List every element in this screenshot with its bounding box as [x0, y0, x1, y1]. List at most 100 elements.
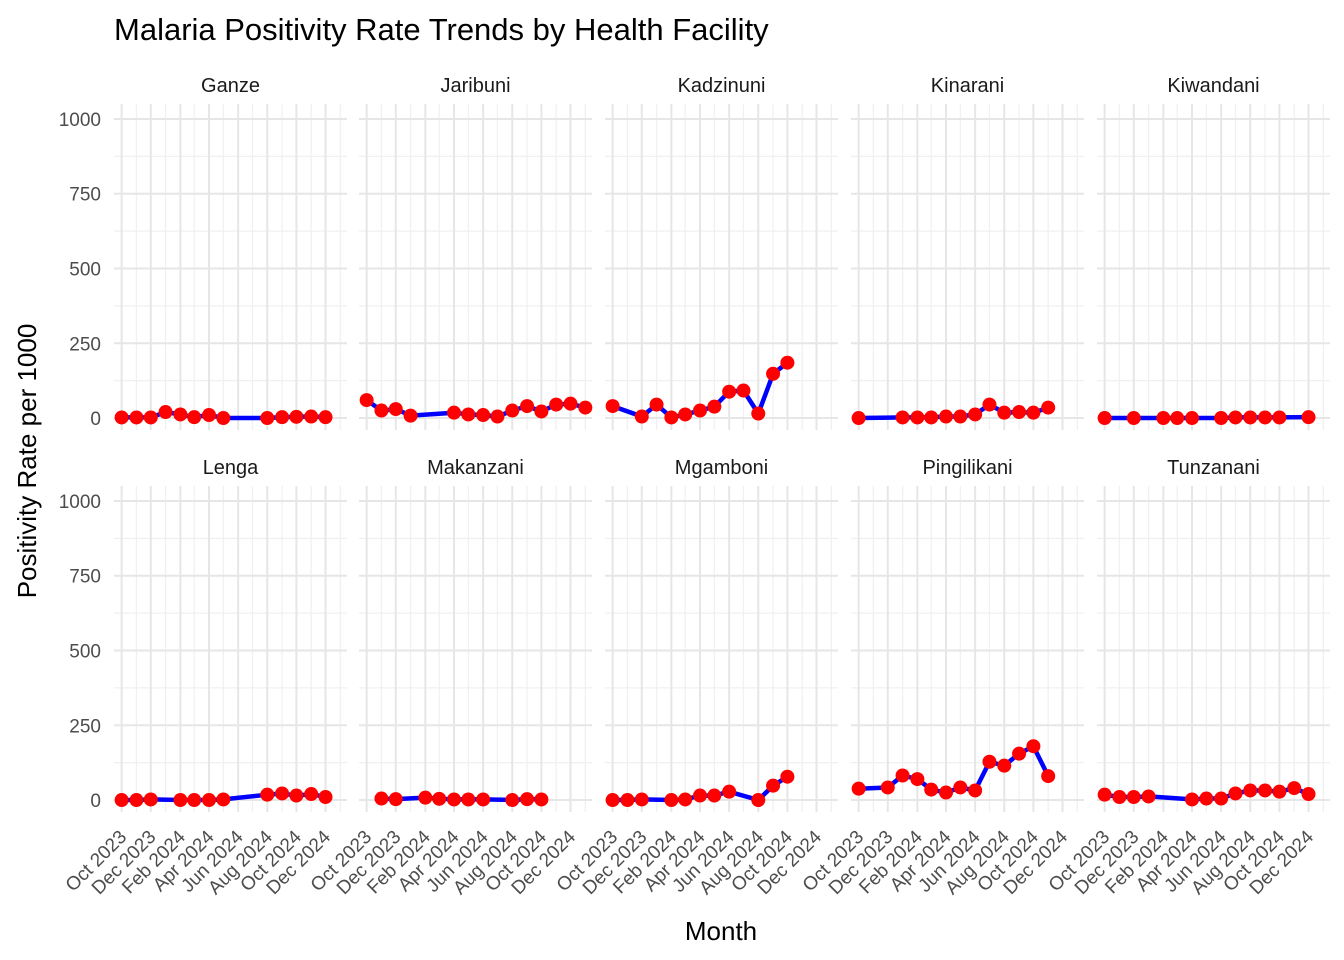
data-point [129, 793, 144, 808]
data-point [520, 399, 535, 414]
data-point [664, 410, 679, 425]
data-point [693, 403, 708, 418]
facet-label: Jaribuni [440, 75, 510, 97]
data-point [910, 410, 925, 425]
data-point [1272, 784, 1287, 799]
data-point [997, 405, 1012, 420]
data-point [968, 783, 983, 798]
data-point [143, 792, 158, 807]
data-point [1199, 791, 1214, 806]
facet-panel-makanzani: Makanzani [359, 457, 592, 812]
data-point [374, 791, 389, 806]
y-tick-label: 750 [69, 567, 101, 588]
data-point [780, 355, 795, 370]
data-point [939, 785, 954, 800]
data-point [187, 793, 202, 808]
data-point [114, 793, 129, 808]
y-tick-label: 1000 [59, 492, 101, 513]
data-point [678, 792, 693, 807]
data-point [173, 407, 188, 422]
data-point [388, 402, 403, 417]
data-point [634, 792, 649, 807]
data-point [158, 405, 173, 420]
data-point [289, 788, 304, 803]
data-point [982, 397, 997, 412]
data-point [1185, 411, 1200, 426]
data-point [318, 410, 333, 425]
data-point [418, 790, 433, 805]
data-point [202, 793, 217, 808]
data-point [304, 787, 319, 802]
facet-panel-kiwandani: Kiwandani [1097, 75, 1330, 430]
facet-label: Pingilikani [922, 457, 1012, 479]
facet-label: Makanzani [427, 457, 524, 479]
data-point [895, 410, 910, 425]
data-point [114, 410, 129, 425]
data-point [634, 409, 649, 424]
facet-panel-jaribuni: Jaribuni [359, 75, 593, 430]
data-point [1272, 410, 1287, 425]
data-point [520, 792, 535, 807]
facet-label: Tunzanani [1167, 457, 1260, 479]
data-point [953, 409, 968, 424]
data-point [924, 410, 939, 425]
data-point [1258, 783, 1273, 798]
data-point [953, 780, 968, 795]
data-point [505, 793, 520, 808]
data-point [447, 792, 462, 807]
data-point [563, 396, 578, 411]
data-point [216, 411, 231, 426]
data-point [997, 758, 1012, 773]
y-tick-label: 500 [69, 259, 101, 280]
data-point [1097, 411, 1112, 426]
facet-label: Kadzinuni [678, 75, 766, 97]
data-point [260, 411, 275, 426]
data-point [1301, 787, 1316, 802]
data-point [275, 786, 290, 801]
data-point [968, 407, 983, 422]
data-point [605, 793, 620, 808]
data-point [388, 792, 403, 807]
data-point [173, 793, 188, 808]
data-point [1041, 769, 1056, 784]
data-point [620, 793, 635, 808]
data-point [1228, 786, 1243, 801]
data-point [751, 406, 766, 421]
y-axis-title: Positivity Rate per 1000 [12, 324, 42, 599]
data-point [432, 791, 447, 806]
y-tick-label: 1000 [59, 110, 101, 131]
data-point [461, 407, 476, 422]
data-point [1012, 746, 1027, 761]
data-point [505, 403, 520, 418]
data-point [260, 787, 275, 802]
data-point [1097, 787, 1112, 802]
data-point [447, 405, 462, 420]
data-point [318, 790, 333, 805]
data-point [1141, 789, 1156, 804]
data-point [895, 768, 910, 783]
data-point [129, 410, 144, 425]
facet-panels: Ganze Jaribuni Kadzinuni Kinarani Kiwandani L… [114, 75, 1330, 812]
facet-panel-ganze: Ganze [114, 75, 347, 430]
data-point [1243, 783, 1258, 798]
y-axis: 0 250 500 750 1000 0 250 500 750 1000 [59, 110, 101, 812]
data-point [851, 781, 866, 796]
facet-label: Mgamboni [675, 457, 768, 479]
data-point [1258, 410, 1273, 425]
y-tick-label: 0 [90, 791, 101, 812]
data-point [1112, 790, 1127, 805]
y-tick-label: 500 [69, 641, 101, 662]
facet-label: Kiwandani [1167, 75, 1259, 97]
data-point [275, 410, 290, 425]
data-point [1243, 410, 1258, 425]
data-point [1041, 400, 1056, 415]
data-point [780, 769, 795, 784]
data-point [403, 408, 418, 423]
data-point [289, 409, 304, 424]
data-point [534, 404, 549, 419]
data-point [1301, 410, 1316, 425]
y-tick-label: 0 [90, 409, 101, 430]
y-tick-label: 250 [69, 334, 101, 355]
